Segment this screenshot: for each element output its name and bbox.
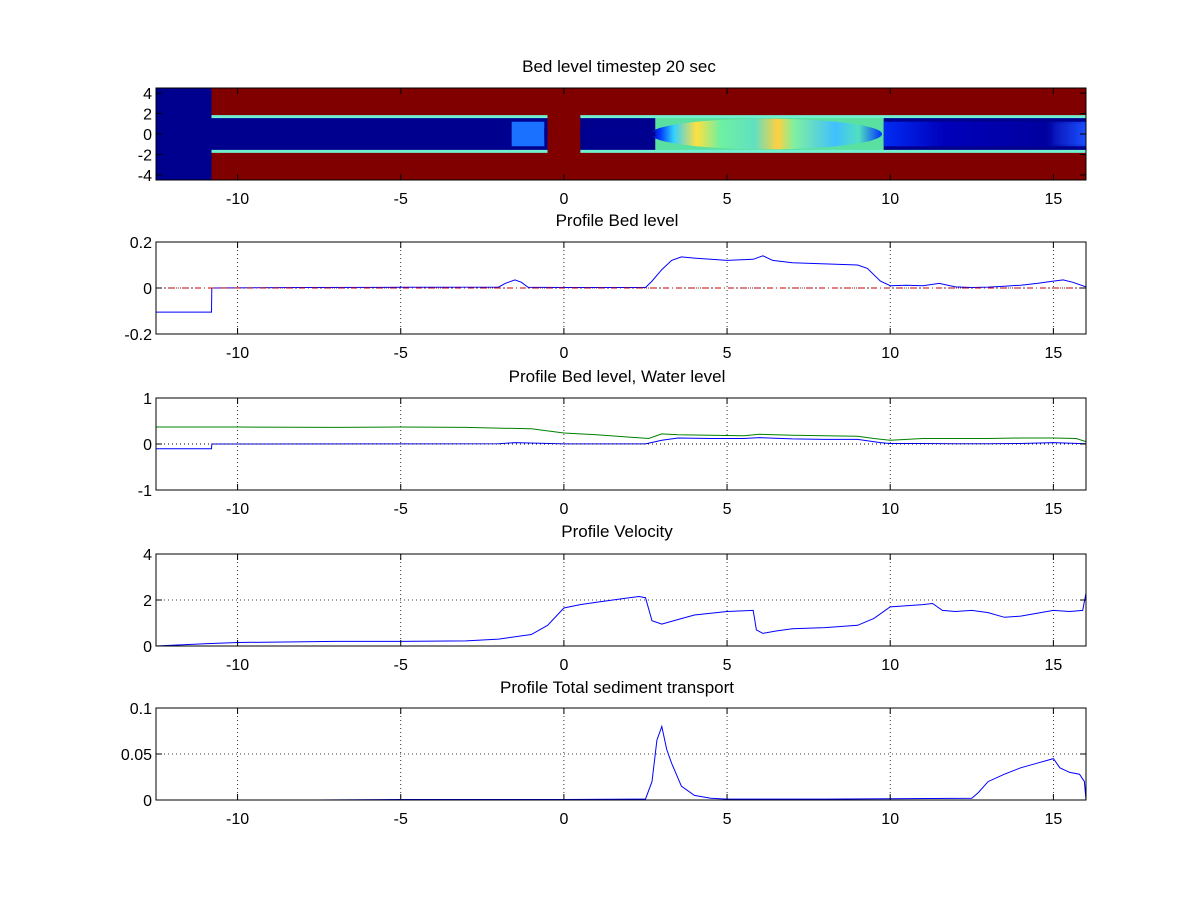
grid [156,554,1086,646]
y-tick-label: 4 [143,86,152,103]
x-tick-label: -5 [394,191,408,208]
subplot-title: Profile Bed level [556,211,679,230]
series-group [156,426,1086,450]
x-tick-label: -5 [394,657,408,674]
y-tick-label: 2 [143,593,152,610]
x-tick-label: -10 [226,811,249,828]
x-tick-label: -5 [394,811,408,828]
y-tick-label: 0 [143,127,152,144]
series-line-1 [156,426,1086,443]
x-tick-label: 15 [1044,191,1062,208]
x-tick-label: 0 [559,501,568,518]
y-tick-label: 1 [143,391,152,408]
x-tick-label: -10 [226,345,249,362]
y-tick-label: 0.1 [130,701,152,718]
figure-title: Bed level timestep 20 sec [522,57,716,76]
subplot-3: Profile Bed level, Water level-10 -5 0 5 10 1… [138,367,1087,518]
x-tick-label: 0 [559,811,568,828]
x-tick-label: 10 [881,657,899,674]
x-tick-label: 15 [1044,657,1062,674]
x-tick-label: -10 [226,501,249,518]
x-tick-label: 0 [559,191,568,208]
x-tick-label: -5 [394,345,408,362]
x-tick-label: -5 [394,501,408,518]
subplot-2: Profile Bed level -10 -5 0 5 10 15 0.2 0 -0.2 [124,211,1087,362]
grid [156,708,1086,800]
y-tick-label: 0.2 [130,235,152,252]
series-group [156,255,1086,313]
y-tick-label: -4 [138,168,152,185]
subplot-title: Profile Velocity [561,522,673,541]
y-tick-label: 0.05 [121,747,152,764]
heatmap-region [211,88,1086,117]
sediment-plume [650,118,883,150]
subplot-1: -10 -5 0 5 10 15 4 2 0 -2 -4 [138,86,1087,208]
x-tick-label: 10 [881,501,899,518]
heatmap [156,88,1086,180]
y-tick-label: 2 [143,107,152,124]
y-tick-label: 0 [143,639,152,656]
y-tick-label: 0 [143,437,152,454]
x-tick-label: 10 [881,345,899,362]
heatmap-region [211,151,1086,180]
x-tick-label: 0 [559,657,568,674]
y-tick-label: 0 [143,793,152,810]
x-tick-label: 5 [723,657,732,674]
x-tick-label: 15 [1044,811,1062,828]
heatmap-region [511,121,545,147]
series-line-1 [315,724,1086,800]
subplot-title: Profile Total sediment transport [500,678,734,697]
x-tick-label: 0 [559,345,568,362]
series-line-1 [156,593,1086,646]
x-tick-label: 10 [881,191,899,208]
y-tick-label: -0.2 [124,327,152,344]
x-tick-label: 5 [723,501,732,518]
gap-block-mid [547,116,581,152]
x-tick-label: 5 [723,811,732,828]
subplot-5: Profile Total sediment transport -10 -5 0 5 1… [121,678,1087,828]
x-tick-label: 15 [1044,501,1062,518]
x-tick-label: 15 [1044,345,1062,362]
y-tick-label: -1 [138,483,152,500]
x-tick-label: -10 [226,657,249,674]
x-tick-label: -10 [226,191,249,208]
subplot-title: Profile Bed level, Water level [509,367,726,386]
y-tick-label: 4 [143,547,152,564]
x-tick-label: 10 [881,811,899,828]
series-group [156,593,1086,646]
y-tick-label: -2 [138,147,152,164]
series-line-1 [156,255,1086,313]
series-group [315,724,1086,800]
x-tick-label: 5 [723,345,732,362]
inlet-block [156,88,212,180]
subplot-4: Profile Velocity -10 -5 0 5 10 15 4 2 0 [143,522,1087,674]
tail-flow [883,121,1086,147]
y-tick-label: 0 [143,281,152,298]
x-tick-label: 5 [723,191,732,208]
